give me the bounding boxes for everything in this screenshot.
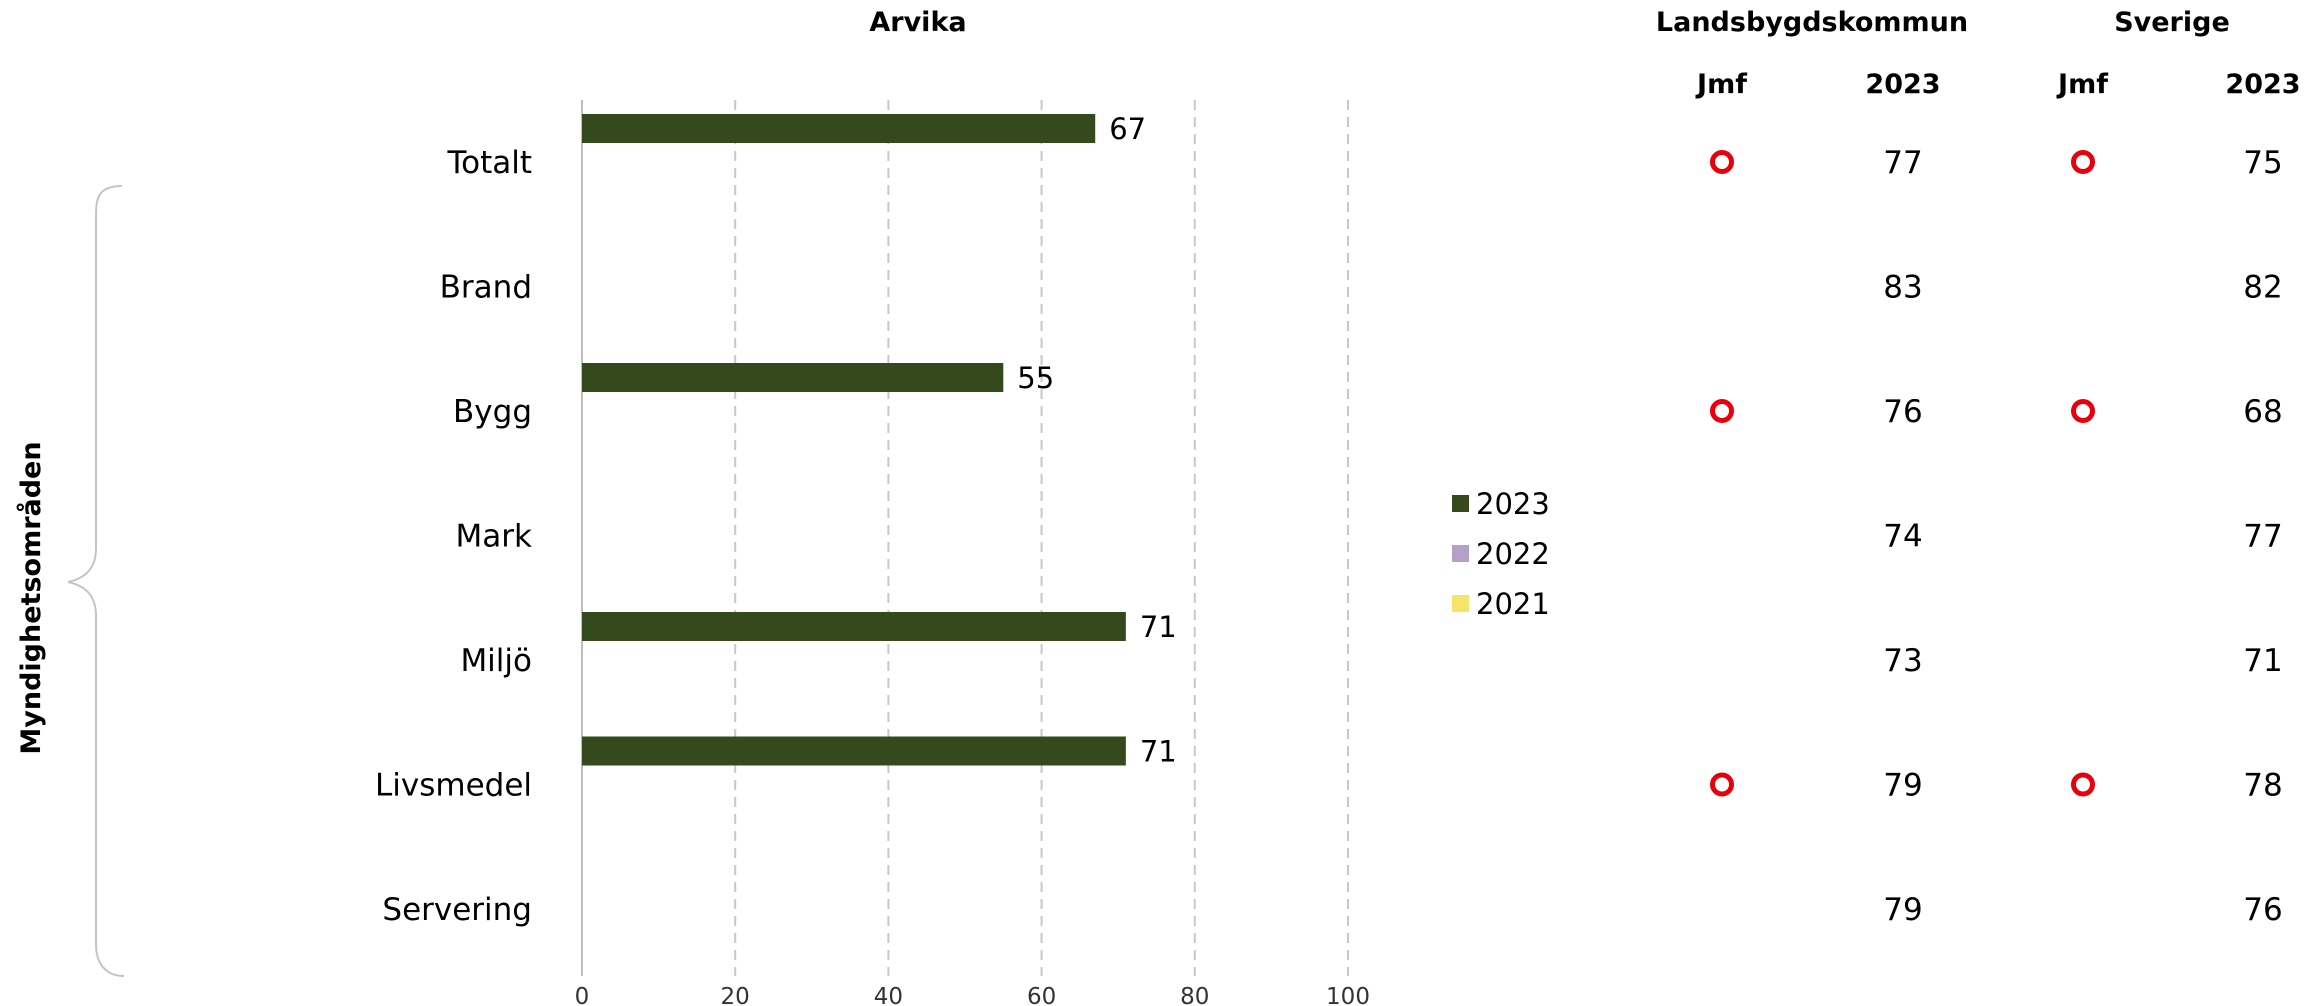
comparison-marker (1710, 399, 1734, 423)
comparison-value: 83 (1883, 270, 1922, 306)
comparison-value: 79 (1883, 892, 1922, 928)
x-tick-label: 20 (721, 984, 750, 1006)
comparison-value: 82 (2243, 270, 2282, 306)
bar (582, 612, 1126, 641)
x-tick-label: 100 (1326, 984, 1370, 1006)
jmf-header: Jmf (1695, 69, 1747, 100)
comparison-value: 74 (1883, 519, 1922, 555)
data-label: 55 (1017, 361, 1054, 395)
group-title: Landsbygdskommun (1656, 7, 1968, 38)
comparison-value: 75 (2243, 145, 2282, 181)
comparison-value: 76 (2243, 892, 2282, 928)
category-label: Brand (440, 270, 532, 306)
data-label: 71 (1140, 610, 1177, 644)
comparison-value: 76 (1883, 394, 1922, 430)
legend-label: 2023 (1476, 487, 1550, 521)
category-label: Mark (456, 519, 532, 555)
comparison-marker (1710, 150, 1734, 174)
comparison-table: Landsbygdskommun Jmf 2023 77 83 76 74 73 79 79 Sve… (1656, 7, 2301, 928)
comparison-marker (2071, 399, 2095, 423)
comparison-marker (2071, 150, 2095, 174)
comparison-value: 77 (1883, 145, 1922, 181)
category-labels: Totalt Brand Bygg Mark Miljö Livsmedel Serveri… (375, 145, 532, 928)
category-label: Servering (382, 892, 532, 928)
category-label: Miljö (460, 643, 532, 679)
grid-lines (734, 100, 1349, 976)
bars: 67 55 71 71 (582, 112, 1177, 769)
data-label: 67 (1109, 112, 1146, 146)
comparison-value: 73 (1883, 643, 1922, 679)
year-header: 2023 (1865, 69, 1940, 100)
axis-group-brace (67, 185, 125, 977)
x-tick-label: 0 (575, 984, 590, 1006)
x-tick-label: 40 (874, 984, 903, 1006)
comparison-marker (1710, 772, 1734, 797)
legend: 2023 2022 2021 (1452, 487, 1550, 621)
jmf-header: Jmf (2056, 69, 2108, 100)
bar (582, 736, 1126, 766)
legend-swatch (1452, 595, 1469, 612)
category-label: Livsmedel (375, 768, 532, 804)
category-label: Totalt (446, 145, 532, 181)
axis-group: Myndighetsområden (15, 185, 125, 977)
axis-group-label: Myndighetsområden (15, 441, 47, 754)
category-label: Bygg (453, 394, 532, 430)
x-tick-label: 60 (1027, 984, 1056, 1006)
comparison-value: 78 (2243, 768, 2282, 804)
bar (582, 114, 1096, 143)
comparison-value: 77 (2243, 519, 2282, 555)
year-header: 2023 (2225, 69, 2300, 100)
chart-title: Arvika (869, 7, 966, 38)
legend-label: 2022 (1476, 537, 1550, 571)
comparison-value: 79 (1883, 768, 1922, 804)
legend-swatch (1452, 495, 1469, 512)
bar (582, 363, 1004, 392)
legend-swatch (1452, 545, 1469, 562)
comparison-value: 68 (2243, 394, 2282, 430)
x-axis: 0 20 40 60 80 100 (575, 100, 1370, 1006)
group-title: Sverige (2114, 7, 2230, 38)
legend-label: 2021 (1476, 587, 1550, 621)
comparison-value: 71 (2243, 643, 2282, 679)
data-label: 71 (1140, 735, 1177, 769)
x-tick-label: 80 (1180, 984, 1209, 1006)
comparison-marker (2071, 772, 2095, 797)
